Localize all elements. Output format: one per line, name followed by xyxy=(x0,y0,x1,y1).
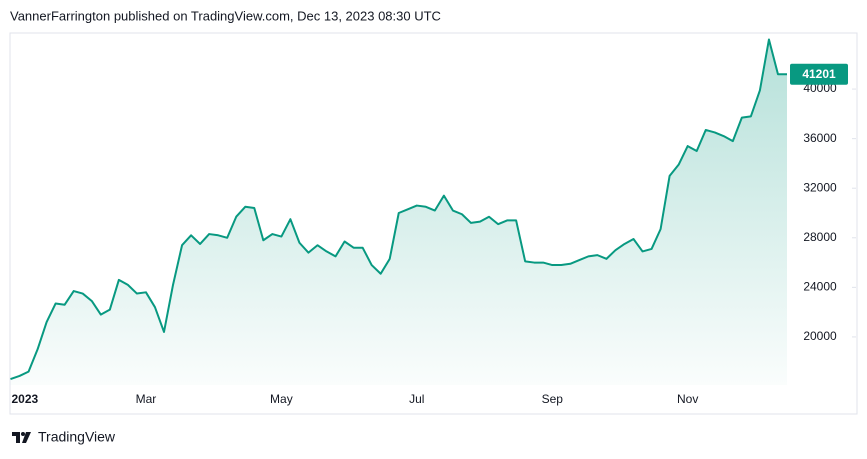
x-tick-label: Mar xyxy=(136,392,157,406)
last-price-label: 41201 xyxy=(802,67,836,81)
y-tick-label: 40000 xyxy=(803,81,837,95)
x-tick-label: Jul xyxy=(409,392,424,406)
brand: TradingView xyxy=(38,429,116,445)
brand-logo xyxy=(12,432,31,443)
area-fill xyxy=(10,39,787,385)
x-tick-label: 2023 xyxy=(12,392,39,406)
x-tick-label: Nov xyxy=(677,392,698,406)
header: VannerFarrington published on TradingVie… xyxy=(10,8,441,23)
chart-frame xyxy=(9,32,858,415)
y-tick-label: 28000 xyxy=(803,230,837,244)
y-tick-label: 32000 xyxy=(803,180,837,194)
y-tick-label: 20000 xyxy=(803,329,837,343)
last-price-box xyxy=(790,63,848,85)
x-tick-label: Sep xyxy=(542,392,564,406)
y-tick-label: 36000 xyxy=(803,131,837,145)
x-tick-label: May xyxy=(270,392,293,406)
price-line xyxy=(10,38,788,380)
y-tick-label: 24000 xyxy=(803,280,837,294)
